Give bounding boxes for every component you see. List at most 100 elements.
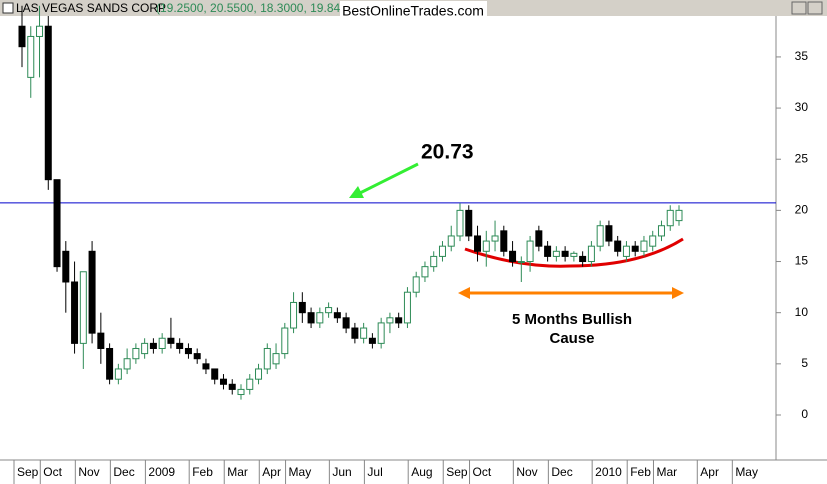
candle-body bbox=[395, 317, 403, 324]
candle-body bbox=[561, 250, 569, 257]
candle-body bbox=[211, 368, 219, 380]
candle-body bbox=[342, 317, 350, 329]
candle-body bbox=[272, 353, 280, 365]
candle-body bbox=[307, 312, 315, 324]
candle-body bbox=[474, 235, 482, 252]
candle-body bbox=[552, 250, 560, 257]
annotation: Cause bbox=[549, 330, 594, 347]
candle-body bbox=[18, 25, 26, 48]
candle-body bbox=[421, 266, 429, 278]
candle-body bbox=[403, 291, 411, 324]
y-tick-label: 20 bbox=[795, 203, 809, 217]
x-tick-label: Apr bbox=[700, 465, 719, 479]
candle-body bbox=[27, 35, 35, 78]
candle-body bbox=[263, 347, 271, 370]
candle-body bbox=[44, 25, 52, 181]
candle-body bbox=[535, 230, 543, 247]
candle-body bbox=[657, 225, 665, 237]
candle-body bbox=[596, 225, 604, 247]
candle-body bbox=[36, 25, 44, 37]
candle-body bbox=[649, 235, 657, 247]
candle-body bbox=[298, 301, 306, 314]
annotation: 5 Months Bullish bbox=[512, 311, 632, 328]
candle-body bbox=[114, 368, 122, 380]
x-tick-label: 2009 bbox=[148, 465, 175, 479]
bullish-curve bbox=[464, 237, 684, 268]
x-tick-label: Aug bbox=[411, 465, 432, 479]
candle-body bbox=[167, 337, 175, 344]
candle-body bbox=[281, 327, 289, 355]
y-tick-label: 5 bbox=[801, 356, 808, 370]
chart-subtitle: (19.2500, 20.5500, 18.3000, 19.8400, - bbox=[156, 1, 364, 15]
y-tick-label: 10 bbox=[795, 305, 809, 319]
candle-body bbox=[447, 235, 455, 247]
x-tick-label: Dec bbox=[551, 465, 572, 479]
candle-body bbox=[53, 179, 61, 268]
candle-body bbox=[176, 342, 184, 349]
candle-body bbox=[509, 250, 517, 263]
candle-body bbox=[333, 312, 341, 319]
restore-button[interactable] bbox=[791, 1, 807, 15]
candle-body bbox=[456, 209, 464, 237]
candle-body bbox=[570, 252, 578, 257]
x-tick-label: Nov bbox=[78, 465, 99, 479]
x-tick-label: Mar bbox=[227, 465, 248, 479]
candle-body bbox=[79, 271, 87, 344]
candle-body bbox=[360, 327, 368, 339]
candle-body bbox=[123, 358, 131, 370]
x-tick-label: Nov bbox=[516, 465, 537, 479]
candle-body bbox=[587, 245, 595, 263]
x-tick-label: Oct bbox=[43, 465, 62, 479]
candle-body bbox=[219, 378, 227, 385]
candle-body bbox=[622, 245, 630, 257]
candle-body bbox=[675, 209, 683, 222]
candle-body bbox=[184, 347, 192, 355]
candle-body bbox=[491, 235, 499, 242]
reference-label: 20.73 bbox=[421, 141, 474, 164]
watermark-box bbox=[340, 1, 487, 23]
candle-body bbox=[482, 240, 490, 252]
candle-body bbox=[351, 327, 359, 339]
candle-body bbox=[202, 363, 210, 370]
x-tick-label: Feb bbox=[630, 465, 651, 479]
candle-body bbox=[193, 353, 201, 360]
x-tick-label: Apr bbox=[262, 465, 281, 479]
x-tick-label: Sep bbox=[446, 465, 468, 479]
candle-body bbox=[614, 240, 622, 252]
candle-body bbox=[158, 337, 166, 349]
x-tick-label: Oct bbox=[473, 465, 492, 479]
x-tick-label: Dec bbox=[113, 465, 134, 479]
candle-body bbox=[71, 281, 79, 344]
candle-body bbox=[412, 276, 420, 293]
candle-body bbox=[438, 245, 446, 257]
span-arrow bbox=[458, 287, 684, 299]
x-tick-label: Mar bbox=[656, 465, 677, 479]
candle-body bbox=[316, 312, 324, 324]
candle-body bbox=[255, 368, 263, 380]
candle-body bbox=[377, 322, 385, 344]
candle-body bbox=[228, 383, 236, 390]
candle-body bbox=[368, 337, 376, 344]
candle-body bbox=[544, 245, 552, 257]
candle-body bbox=[579, 255, 587, 263]
candle-body bbox=[237, 388, 245, 396]
candle-body bbox=[106, 347, 114, 380]
candle-body bbox=[325, 307, 333, 314]
y-tick-label: 30 bbox=[795, 100, 809, 114]
candle-body bbox=[640, 240, 648, 252]
x-tick-label: 2010 bbox=[595, 465, 622, 479]
candle-body bbox=[149, 342, 157, 349]
x-tick-label: Jul bbox=[367, 465, 382, 479]
close-button[interactable] bbox=[807, 1, 823, 15]
candle-body bbox=[88, 250, 96, 334]
y-tick-label: 0 bbox=[801, 407, 808, 421]
candle-body bbox=[141, 342, 149, 355]
y-tick-label: 35 bbox=[795, 49, 809, 63]
chart-title: LAS VEGAS SANDS CORP bbox=[16, 1, 166, 15]
x-tick-label: Feb bbox=[192, 465, 213, 479]
candle-body bbox=[386, 317, 394, 324]
y-tick-label: 15 bbox=[795, 254, 809, 268]
candle-body bbox=[430, 255, 438, 268]
candle-body bbox=[97, 332, 105, 349]
x-tick-label: May bbox=[289, 465, 312, 479]
